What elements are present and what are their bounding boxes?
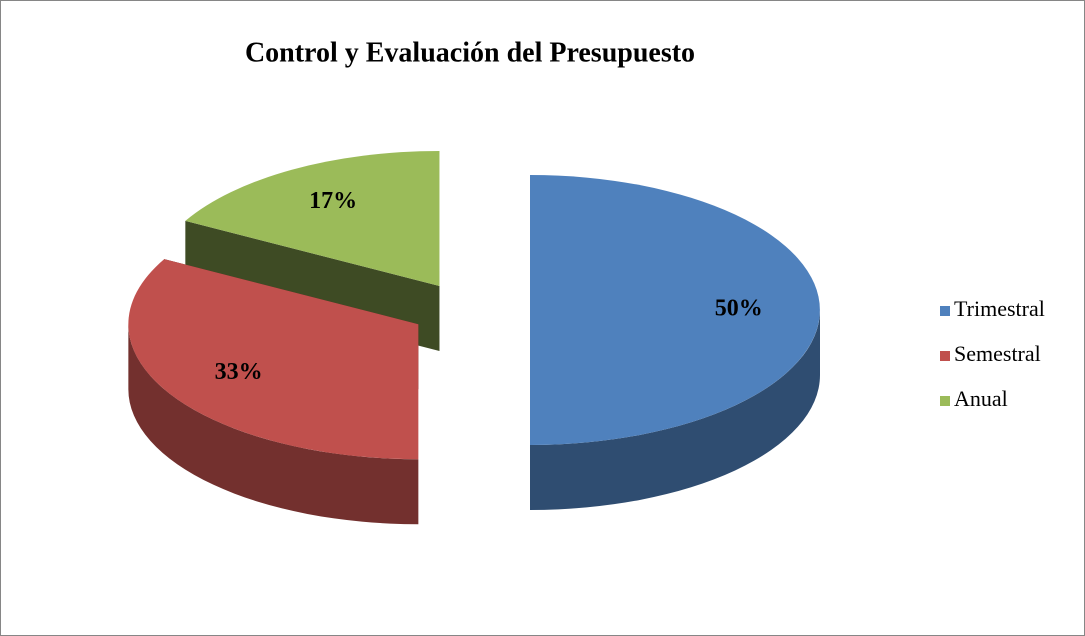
legend-label: Anual xyxy=(954,386,1008,411)
pie-slice xyxy=(128,259,419,460)
data-label: 50% xyxy=(715,296,763,322)
legend-swatch xyxy=(940,351,950,361)
slice-side xyxy=(128,324,419,525)
data-label: 33% xyxy=(215,359,263,385)
pie-slice xyxy=(185,150,440,286)
legend-label: Trimestral xyxy=(954,296,1045,321)
slice-side xyxy=(530,310,820,510)
chart-title: Control y Evaluación del Presupuesto xyxy=(245,37,695,68)
legend-swatch xyxy=(940,306,950,316)
pie-slice xyxy=(530,175,820,445)
legend-label: Semestral xyxy=(954,341,1041,366)
data-label: 17% xyxy=(309,188,357,214)
legend-swatch xyxy=(940,396,950,406)
